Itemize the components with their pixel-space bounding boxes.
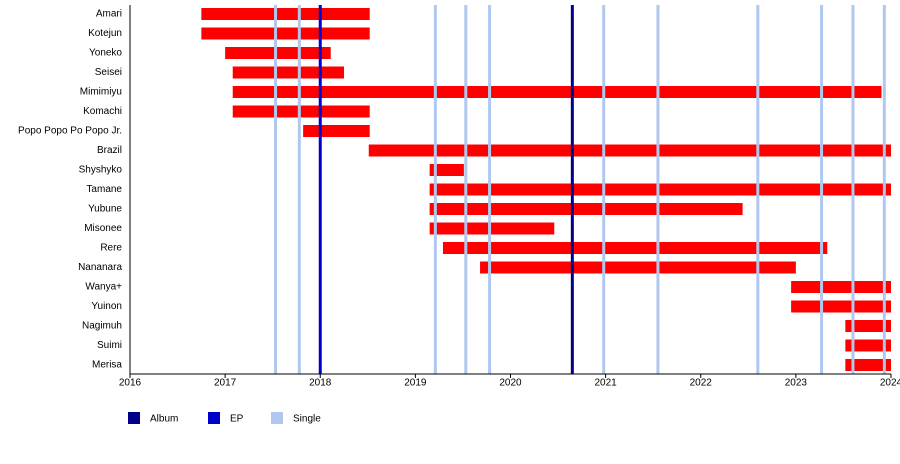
member-label: Komachi xyxy=(83,106,122,117)
membership-bar xyxy=(791,281,891,293)
legend-label: Album xyxy=(150,414,178,425)
member-label: Wanya+ xyxy=(85,282,122,293)
member-label: Tamane xyxy=(86,184,122,195)
membership-bar xyxy=(845,359,891,371)
membership-bar xyxy=(232,86,882,98)
x-tick-label: 2024 xyxy=(880,378,900,389)
membership-bar xyxy=(225,47,331,59)
membership-bar xyxy=(201,8,370,20)
membership-bar xyxy=(303,125,370,137)
membership-bar xyxy=(429,183,891,196)
member-label: Nagimuh xyxy=(82,321,122,332)
x-tick-label: 2023 xyxy=(785,378,808,389)
member-label: Kotejun xyxy=(88,28,122,39)
x-tick-label: 2016 xyxy=(119,378,142,389)
x-tick-label: 2017 xyxy=(214,378,237,389)
membership-bar xyxy=(429,164,464,176)
membership-bar xyxy=(201,27,370,40)
member-label: Yoneko xyxy=(89,48,122,59)
x-tick-label: 2020 xyxy=(499,378,522,389)
member-label: Mimimiyu xyxy=(80,87,122,98)
member-label: Suimi xyxy=(97,340,122,351)
x-tick-label: 2019 xyxy=(404,378,427,389)
membership-bar xyxy=(232,105,370,118)
member-label: Misonee xyxy=(84,223,122,234)
member-label: Seisei xyxy=(95,67,122,78)
x-tick-label: 2021 xyxy=(595,378,618,389)
membership-bar xyxy=(480,261,796,274)
membership-bar xyxy=(429,222,555,235)
member-label: Popo Popo Po Popo Jr. xyxy=(18,126,122,137)
legend-label: Single xyxy=(293,414,321,425)
x-tick-label: 2018 xyxy=(309,378,332,389)
membership-bar xyxy=(791,300,891,313)
member-label: Merisa xyxy=(92,360,122,371)
member-label: Nananara xyxy=(78,262,122,273)
legend-swatch xyxy=(271,412,283,424)
membership-bar xyxy=(232,66,345,79)
member-label: Yuinon xyxy=(91,301,122,312)
membership-bar xyxy=(429,203,743,215)
member-label: Amari xyxy=(96,9,122,20)
member-label: Brazil xyxy=(97,145,122,156)
membership-bar xyxy=(845,320,891,332)
membership-bar xyxy=(845,339,891,352)
membership-bar xyxy=(368,144,891,157)
legend-swatch xyxy=(128,412,140,424)
member-label: Rere xyxy=(100,243,122,254)
member-label: Shyshyko xyxy=(79,165,123,176)
member-label: Yubune xyxy=(88,204,122,215)
membership-bar xyxy=(442,242,828,254)
x-tick-label: 2022 xyxy=(690,378,713,389)
legend-swatch xyxy=(208,412,220,424)
legend-label: EP xyxy=(230,414,244,425)
